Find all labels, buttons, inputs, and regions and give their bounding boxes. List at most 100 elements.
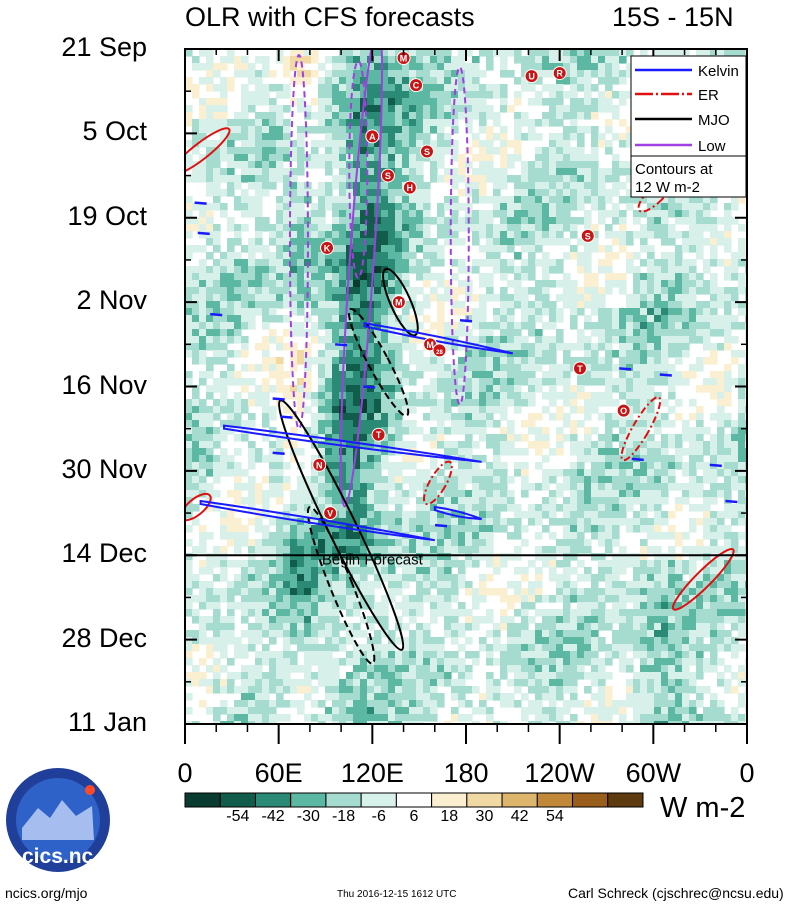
field-cell	[556, 182, 564, 190]
field-cell	[710, 511, 718, 519]
field-cell	[220, 126, 228, 134]
field-cell	[374, 364, 382, 372]
field-cell	[514, 224, 522, 232]
field-cell	[283, 329, 291, 337]
field-cell	[423, 588, 431, 596]
field-cell	[696, 448, 704, 456]
field-cell	[367, 483, 375, 491]
field-cell	[612, 336, 620, 344]
field-cell	[367, 511, 375, 519]
field-cell	[206, 63, 214, 71]
field-cell	[640, 392, 648, 400]
field-cell	[367, 371, 375, 379]
field-cell	[199, 469, 207, 477]
field-cell	[220, 406, 228, 414]
field-cell	[388, 434, 396, 442]
field-cell	[234, 182, 242, 190]
field-cell	[290, 525, 298, 533]
field-cell	[591, 322, 599, 330]
field-cell	[465, 126, 473, 134]
field-cell	[360, 427, 368, 435]
field-cell	[227, 182, 235, 190]
field-cell	[353, 119, 361, 127]
field-cell	[619, 119, 627, 127]
field-cell	[353, 399, 361, 407]
field-cell	[465, 112, 473, 120]
field-cell	[353, 413, 361, 421]
field-cell	[451, 56, 459, 64]
field-cell	[353, 196, 361, 204]
field-cell	[388, 539, 396, 547]
field-cell	[437, 574, 445, 582]
field-cell	[444, 168, 452, 176]
field-cell	[521, 357, 529, 365]
field-cell	[731, 511, 739, 519]
field-cell	[647, 343, 655, 351]
field-cell	[283, 406, 291, 414]
field-cell	[325, 133, 333, 141]
field-cell	[598, 266, 606, 274]
field-cell	[724, 462, 732, 470]
field-cell	[521, 336, 529, 344]
field-cell	[570, 105, 578, 113]
field-cell	[220, 588, 228, 596]
field-cell	[220, 189, 228, 197]
field-cell	[647, 329, 655, 337]
field-cell	[479, 154, 487, 162]
field-cell	[563, 147, 571, 155]
field-cell	[332, 210, 340, 218]
field-cell	[584, 336, 592, 344]
field-cell	[325, 308, 333, 316]
field-cell	[199, 224, 207, 232]
field-cell	[381, 427, 389, 435]
field-cell	[332, 413, 340, 421]
field-cell	[185, 252, 193, 260]
field-cell	[339, 224, 347, 232]
field-cell	[339, 217, 347, 225]
field-cell	[647, 441, 655, 449]
field-cell	[619, 182, 627, 190]
field-cell	[248, 266, 256, 274]
field-cell	[500, 560, 508, 568]
field-cell	[528, 581, 536, 589]
field-cell	[437, 476, 445, 484]
field-cell	[213, 168, 221, 176]
field-cell	[283, 546, 291, 554]
field-cell	[241, 350, 249, 358]
field-cell	[325, 525, 333, 533]
field-cell	[220, 427, 228, 435]
field-cell	[325, 77, 333, 85]
field-cell	[437, 336, 445, 344]
field-cell	[339, 168, 347, 176]
field-cell	[717, 441, 725, 449]
field-cell	[619, 161, 627, 169]
field-cell	[318, 126, 326, 134]
field-cell	[325, 84, 333, 92]
field-cell	[339, 175, 347, 183]
field-cell	[563, 112, 571, 120]
field-cell	[353, 476, 361, 484]
field-cell	[332, 497, 340, 505]
field-cell	[388, 532, 396, 540]
field-cell	[395, 364, 403, 372]
field-cell	[661, 203, 669, 211]
field-cell	[654, 49, 662, 57]
field-cell	[339, 469, 347, 477]
field-cell	[409, 217, 417, 225]
field-cell	[640, 49, 648, 57]
field-cell	[682, 497, 690, 505]
field-cell	[472, 511, 480, 519]
field-cell	[374, 161, 382, 169]
field-cell	[381, 126, 389, 134]
field-cell	[661, 315, 669, 323]
field-cell	[556, 588, 564, 596]
field-cell	[206, 315, 214, 323]
field-cell	[570, 567, 578, 575]
field-cell	[325, 161, 333, 169]
field-cell	[675, 217, 683, 225]
field-cell	[220, 133, 228, 141]
field-cell	[465, 308, 473, 316]
field-cell	[458, 224, 466, 232]
field-cell	[311, 217, 319, 225]
field-cell	[626, 364, 634, 372]
